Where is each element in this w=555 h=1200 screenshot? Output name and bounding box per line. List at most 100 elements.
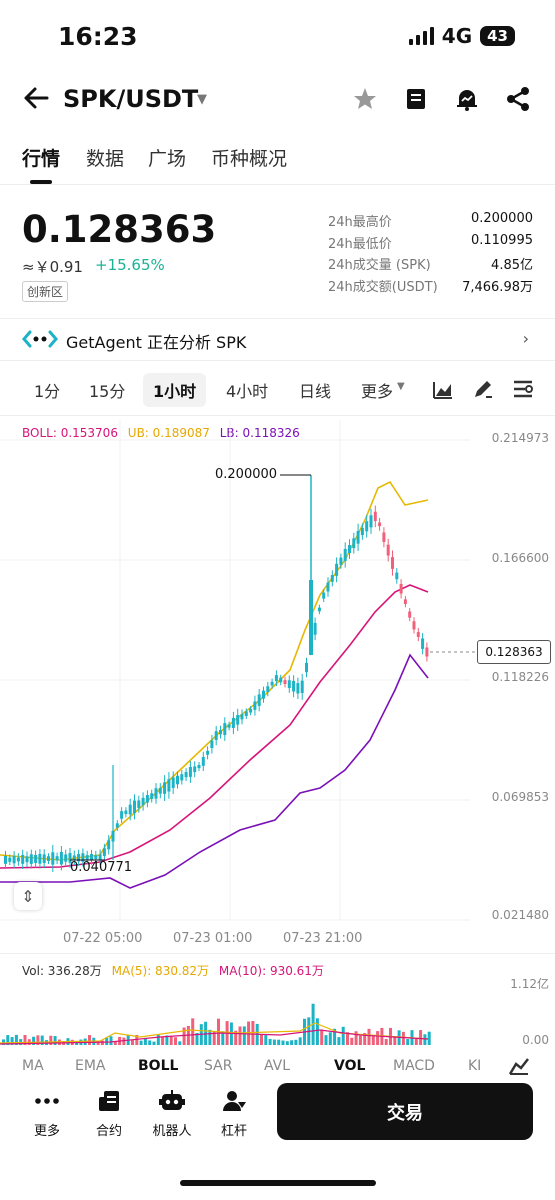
interval-more[interactable]: 更多 bbox=[361, 382, 394, 401]
tab-data[interactable]: 数据 bbox=[86, 148, 125, 170]
candle-body bbox=[8, 857, 12, 862]
candle-body bbox=[352, 538, 356, 549]
volume-bar bbox=[298, 1037, 302, 1045]
draw-pen-icon[interactable] bbox=[472, 378, 494, 400]
boll-middle-line bbox=[0, 584, 429, 869]
vol-axis-label: 0.00 bbox=[522, 1033, 549, 1047]
vol-legend: Vol: 336.28万 MA(5): 830.82万 MA(10): 930.… bbox=[22, 962, 324, 979]
indicator-macd[interactable]: MACD bbox=[393, 1058, 435, 1074]
chevron-right-icon[interactable]: › bbox=[522, 329, 529, 348]
stat-value: 4.85亿 bbox=[491, 258, 533, 273]
settings-list-icon[interactable] bbox=[512, 378, 534, 400]
interval-1m[interactable]: 1分 bbox=[34, 382, 61, 401]
tab-coin-overview[interactable]: 币种概况 bbox=[211, 148, 288, 170]
caret-down-icon[interactable]: ▼ bbox=[197, 92, 207, 107]
candles bbox=[4, 475, 429, 873]
kline-chart[interactable] bbox=[0, 420, 555, 925]
book-icon[interactable] bbox=[403, 86, 429, 112]
candle-body bbox=[38, 853, 42, 864]
candle-body bbox=[42, 854, 46, 864]
time-axis-label: 07-23 01:00 bbox=[173, 931, 253, 946]
volume-bar bbox=[328, 1032, 332, 1045]
volume-bar bbox=[346, 1032, 349, 1045]
boll-upper-line bbox=[0, 480, 429, 861]
interval-15m[interactable]: 15分 bbox=[89, 382, 126, 401]
caret-down-icon[interactable]: ▼ bbox=[397, 381, 405, 392]
volume-bar bbox=[242, 1026, 246, 1045]
volume-bar bbox=[156, 1034, 160, 1045]
candle-body bbox=[253, 701, 257, 710]
nav-contract[interactable]: 合约 bbox=[84, 1088, 134, 1139]
signal-icon bbox=[408, 27, 434, 45]
volume-bar bbox=[419, 1030, 423, 1045]
candle-body bbox=[193, 766, 197, 773]
candle-body bbox=[124, 810, 128, 814]
back-arrow-icon[interactable] bbox=[22, 84, 50, 112]
divider bbox=[0, 953, 555, 954]
candle-body bbox=[133, 800, 136, 814]
candle-body bbox=[176, 775, 179, 785]
tab-market[interactable]: 行情 bbox=[22, 148, 61, 170]
indicator-avl[interactable]: AVL bbox=[264, 1058, 291, 1074]
candle-body bbox=[25, 856, 29, 863]
indicator-boll[interactable]: BOLL bbox=[138, 1058, 179, 1074]
stat-label: 24h成交量 (SPK) bbox=[328, 258, 431, 273]
candle-body bbox=[201, 756, 205, 766]
candle-body bbox=[236, 715, 240, 725]
nav-bot[interactable]: 机器人 bbox=[147, 1088, 197, 1139]
volume-bar bbox=[294, 1039, 298, 1045]
divider bbox=[0, 184, 555, 185]
share-icon[interactable] bbox=[505, 86, 531, 112]
chart-type-icon[interactable] bbox=[432, 378, 454, 400]
indicator-vol[interactable]: VOL bbox=[334, 1058, 366, 1074]
indicator-sar[interactable]: SAR bbox=[204, 1058, 233, 1074]
tab-square[interactable]: 广场 bbox=[148, 148, 187, 170]
trade-button[interactable]: 交易 bbox=[277, 1083, 533, 1140]
volume-bar bbox=[221, 1031, 225, 1045]
indicator-kdj[interactable]: KI bbox=[468, 1058, 482, 1074]
volume-bar bbox=[109, 1036, 113, 1045]
candle-body bbox=[386, 544, 390, 556]
volume-bar bbox=[88, 1035, 91, 1045]
nav-more[interactable]: 更多 bbox=[22, 1088, 72, 1139]
expand-vertical-icon[interactable]: ⇕ bbox=[14, 882, 42, 910]
nav-label: 杠杆 bbox=[220, 1124, 247, 1139]
volume-bar bbox=[238, 1026, 242, 1045]
nav-margin[interactable]: 杠杆 bbox=[209, 1088, 259, 1139]
interval-1h[interactable]: 1小时 bbox=[143, 373, 207, 407]
volume-bar bbox=[363, 1032, 367, 1045]
ma5-value: MA(5): 830.82万 bbox=[111, 964, 210, 978]
volume-bar bbox=[414, 1038, 418, 1045]
volume-bar bbox=[324, 1035, 328, 1045]
volume-bar bbox=[272, 1039, 276, 1045]
candle-body bbox=[85, 855, 89, 860]
divider bbox=[0, 318, 555, 319]
robot-icon bbox=[147, 1088, 197, 1114]
candle-body bbox=[399, 584, 403, 594]
candle-body bbox=[360, 527, 364, 536]
candle-body bbox=[29, 854, 33, 864]
volume-bar bbox=[290, 1040, 294, 1045]
candle-body bbox=[163, 782, 167, 794]
indicator-settings-icon[interactable] bbox=[508, 1056, 530, 1076]
candle-body bbox=[219, 730, 222, 735]
star-icon[interactable] bbox=[352, 86, 378, 112]
candle-body bbox=[287, 680, 291, 689]
interval-1d[interactable]: 日线 bbox=[299, 382, 332, 401]
alert-bell-icon[interactable] bbox=[454, 86, 480, 112]
candle-body bbox=[214, 731, 218, 741]
candle-body bbox=[154, 788, 158, 799]
candle-body bbox=[223, 723, 227, 736]
more-dots-icon bbox=[22, 1088, 72, 1114]
volume-bar bbox=[333, 1028, 337, 1045]
volume-bar bbox=[406, 1039, 410, 1045]
indicator-ma[interactable]: MA bbox=[22, 1058, 44, 1074]
time-axis-label: 07-23 21:00 bbox=[283, 931, 363, 946]
candle-body bbox=[326, 582, 330, 592]
candle-body bbox=[339, 557, 343, 565]
indicator-ema[interactable]: EMA bbox=[75, 1058, 106, 1074]
candle-body bbox=[309, 580, 313, 655]
interval-4h[interactable]: 4小时 bbox=[226, 382, 269, 401]
pair-selector[interactable]: SPK/USDT bbox=[63, 85, 199, 113]
candle-body bbox=[322, 592, 326, 599]
